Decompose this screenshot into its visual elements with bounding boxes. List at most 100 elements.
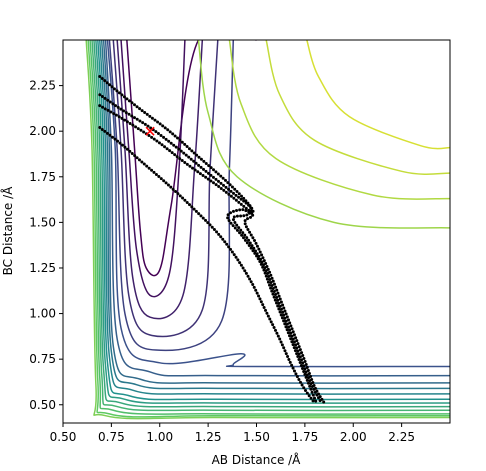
trajectory-point-0-2 — [103, 79, 107, 83]
trajectory-point-0-114 — [285, 328, 289, 332]
trajectory-point-1-63 — [242, 214, 246, 218]
trajectory-point-2-124 — [322, 400, 326, 404]
trajectory-point-1-77 — [250, 244, 254, 248]
trajectory-point-0-82 — [242, 236, 246, 240]
trajectory-point-1-76 — [248, 241, 252, 245]
trajectory-point-1-104 — [285, 322, 289, 326]
trajectory-point-0-124 — [297, 358, 301, 362]
trajectory-point-3-105 — [302, 386, 306, 390]
trajectory-point-0-109 — [279, 313, 283, 317]
trajectory-point-3-14 — [133, 154, 137, 158]
trajectory-point-0-27 — [166, 128, 170, 132]
trajectory-point-0-108 — [278, 310, 282, 314]
contour-line-8 — [100, 40, 450, 390]
trajectory-point-2-72 — [257, 247, 261, 251]
y-tick-label-7: 2.25 — [29, 79, 56, 93]
trajectory-point-0-85 — [247, 244, 251, 247]
trajectory-point-1-116 — [300, 358, 303, 362]
trajectory-point-0-7 — [115, 89, 119, 93]
y-tick-label-4: 1.50 — [29, 215, 56, 229]
trajectory-point-1-50 — [227, 187, 231, 191]
trajectory-point-0-119 — [291, 343, 295, 347]
trajectory-point-2-120 — [315, 389, 319, 393]
trajectory-point-1-68 — [233, 221, 237, 225]
trajectory-point-2-121 — [317, 392, 321, 396]
trajectory-point-3-27 — [164, 181, 168, 185]
trajectory-point-0-132 — [306, 381, 310, 385]
trajectory-point-1-109 — [291, 337, 295, 341]
trajectory-point-3-43 — [201, 216, 205, 220]
trajectory-point-0-43 — [204, 162, 208, 165]
trajectory-point-1-57 — [244, 201, 248, 205]
trajectory-point-3-75 — [259, 300, 263, 304]
trajectory-point-0-89 — [255, 254, 259, 258]
trajectory-point-1-73 — [243, 233, 247, 237]
trajectory-point-2-84 — [272, 282, 276, 286]
trajectory-point-3-7 — [116, 139, 120, 143]
trajectory-point-1-54 — [237, 195, 241, 199]
trajectory-point-0-94 — [262, 268, 266, 272]
contour-line-18 — [228, 40, 450, 200]
trajectory-point-0-91 — [258, 260, 262, 263]
trajectory-point-3-92 — [283, 349, 287, 353]
trajectory-point-2-74 — [260, 253, 264, 257]
trajectory-point-0-133 — [308, 384, 312, 388]
trajectory-point-0-26 — [163, 126, 167, 130]
trajectory-point-1-15 — [138, 119, 142, 123]
trajectory-point-0-75 — [227, 219, 231, 223]
contour-line-20 — [306, 40, 450, 150]
trajectory-point-1-49 — [224, 185, 228, 189]
trajectory-point-1-110 — [292, 340, 296, 344]
trajectory-point-3-25 — [159, 177, 163, 181]
trajectory-point-0-131 — [305, 378, 309, 382]
trajectory-point-2-19 — [150, 135, 154, 139]
trajectory-point-2-27 — [170, 151, 174, 155]
trajectory-point-2-85 — [274, 285, 278, 289]
trajectory-point-0-35 — [185, 145, 189, 149]
trajectory-point-0-13 — [130, 101, 134, 105]
trajectory-point-0-41 — [199, 157, 203, 161]
contour-line-7 — [102, 40, 450, 384]
trajectory-point-3-54 — [225, 242, 229, 246]
trajectory-point-0-48 — [216, 172, 220, 176]
contour-line-9 — [99, 40, 450, 395]
trajectory-point-2-118 — [312, 383, 316, 387]
trajectory-point-0-117 — [289, 337, 293, 341]
trajectory-point-0-88 — [253, 251, 257, 255]
trajectory-point-0-83 — [243, 238, 247, 242]
trajectory-point-0-71 — [231, 209, 235, 213]
trajectory-point-2-13 — [134, 125, 138, 129]
trajectory-point-2-52 — [234, 198, 238, 202]
trajectory-point-0-98 — [266, 280, 270, 284]
trajectory-point-1-75 — [247, 238, 251, 242]
trajectory-point-2-102 — [294, 336, 298, 340]
trajectory-point-1-29 — [174, 145, 178, 149]
trajectory-point-3-28 — [166, 183, 170, 187]
trajectory-point-0-125 — [298, 361, 302, 365]
trajectory-point-2-58 — [249, 211, 253, 215]
trajectory-point-0-87 — [251, 249, 255, 253]
trajectory-point-0-20 — [148, 114, 152, 118]
x-tick-label-3: 1.25 — [195, 430, 222, 444]
trajectory-point-2-22 — [157, 141, 161, 145]
trajectory-point-3-73 — [257, 294, 261, 298]
trajectory-point-0-42 — [202, 159, 206, 163]
trajectory-point-2-41 — [206, 177, 210, 181]
contour-line-4 — [108, 40, 235, 352]
trajectory-point-3-40 — [194, 209, 198, 213]
contour-line-6 — [104, 40, 450, 377]
trajectory-point-0-1 — [100, 77, 104, 81]
trajectory-point-2-48 — [224, 190, 228, 194]
trajectory-point-1-17 — [143, 122, 147, 126]
trajectory-point-0-19 — [145, 112, 149, 116]
trajectory-point-2-115 — [309, 375, 313, 379]
trajectory-point-2-63 — [243, 222, 247, 226]
contour-line-16 — [85, 40, 450, 420]
trajectory-point-0-6 — [112, 87, 116, 91]
plot-area — [63, 40, 450, 423]
trajectory-point-1-71 — [239, 228, 243, 232]
trajectory-point-2-7 — [117, 115, 121, 119]
trajectory-point-2-28 — [173, 153, 177, 157]
trajectory-point-3-6 — [113, 137, 117, 141]
trajectory-point-1-79 — [254, 249, 258, 253]
